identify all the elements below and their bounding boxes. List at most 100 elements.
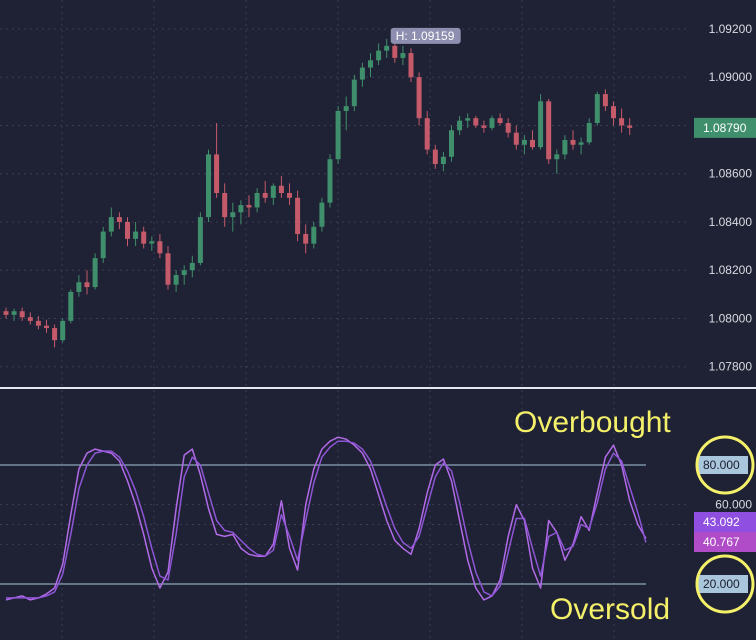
candle-body (116, 217, 122, 222)
price-tick-label: 1.08000 (709, 311, 753, 325)
candle-body (68, 291, 74, 321)
candle-body (197, 217, 203, 263)
candle-body (530, 139, 535, 148)
candle-body (335, 110, 341, 160)
candle-body (181, 270, 187, 276)
candle-body (44, 325, 49, 329)
overbought-highlight-circle (695, 435, 755, 495)
candle-body (60, 320, 66, 341)
candle-body (465, 118, 471, 121)
candle-body (141, 231, 147, 244)
candle-body (262, 193, 268, 198)
candle-body (594, 94, 600, 124)
candle-body (505, 123, 511, 133)
candlestick-series (3, 38, 633, 348)
candle-body (521, 139, 527, 145)
candle-body (238, 205, 244, 213)
candle-body (35, 320, 41, 326)
overbought-level-badge-bg (698, 456, 748, 474)
candle-body (384, 45, 390, 51)
candle-body (343, 106, 349, 111)
stochastic-d-badge: 40.767 (694, 532, 756, 552)
overbought-annotation: Overbought (514, 406, 671, 439)
candle-body (214, 154, 220, 193)
candle-body (11, 311, 17, 315)
candle-body (230, 212, 236, 218)
candle-body (270, 185, 276, 198)
candle-body (206, 154, 211, 218)
stochastic-d-value: 40.767 (703, 535, 740, 549)
candle-body (27, 317, 33, 321)
candle-body (100, 231, 106, 259)
candle-body (278, 185, 284, 193)
candle-body (327, 159, 333, 203)
high-label: H: 1.09159 (396, 29, 455, 43)
candle-body (627, 125, 633, 128)
candle-body (424, 118, 430, 150)
stochastic-k-value: 43.092 (703, 515, 740, 529)
last-price-badge-bg (694, 117, 756, 138)
stochastic-d-badge-bg (694, 532, 756, 552)
candle-body (92, 258, 98, 288)
candle-body (3, 311, 9, 315)
candle-body (489, 118, 495, 128)
oversold-highlight-circle (695, 554, 755, 614)
candle-body (287, 193, 292, 198)
candle-body (570, 139, 576, 145)
stochastic-d-line (6, 440, 647, 599)
candle-body (473, 118, 479, 126)
oversold-annotation: Oversold (550, 593, 670, 626)
candle-body (619, 118, 625, 126)
candle-body (376, 50, 382, 61)
candle-body (481, 125, 487, 128)
oversold-level-badge-bg (698, 575, 748, 593)
candle-body (319, 202, 325, 227)
stochastic-k-line (5, 436, 647, 601)
candle-body (52, 328, 58, 341)
price-tick-label: 1.08200 (709, 263, 753, 277)
candle-body (400, 53, 406, 58)
overbought-level-badge: 80.000 (695, 435, 755, 495)
candle-body (149, 241, 155, 244)
candle-body (392, 45, 398, 58)
candle-body (173, 275, 179, 285)
candle-body (546, 101, 552, 160)
high-marker: H: 1.09159 (390, 27, 461, 44)
candle-body (578, 142, 584, 145)
candle-body (84, 282, 90, 288)
candle-body (189, 262, 195, 271)
last-price-badge: 1.08790 (694, 117, 756, 138)
oversold-level-label: 20.000 (703, 577, 740, 591)
candle-body (368, 60, 373, 68)
grid (0, 0, 690, 640)
candle-body (157, 241, 163, 254)
stochastic-k-badge: 43.092 (694, 512, 756, 532)
candle-body (513, 132, 519, 145)
candle-body (602, 94, 608, 107)
candle-body (359, 67, 365, 80)
candle-body (351, 79, 357, 107)
candle-body (457, 120, 463, 131)
overbought-level-label: 80.000 (703, 458, 740, 472)
price-tick-label: 1.09200 (709, 22, 753, 36)
price-tick-label: 1.09000 (709, 70, 753, 84)
price-tick-label: 1.08400 (709, 215, 753, 229)
candle-body (311, 226, 317, 244)
candle-body (108, 217, 114, 232)
candle-body (295, 197, 301, 235)
candle-body (497, 118, 503, 124)
last-price-label: 1.08790 (703, 121, 747, 135)
oscillator-axis-label: 60.000 (715, 498, 752, 512)
candle-body (554, 154, 560, 160)
high-label-bg (390, 27, 461, 44)
stochastic-k-badge-bg (694, 512, 756, 532)
candle-body (432, 149, 438, 165)
price-axis: 1.092001.090001.088001.086001.084001.082… (709, 22, 753, 374)
candle-body (440, 156, 446, 165)
candle-body (125, 221, 130, 239)
price-tick-label: 1.08600 (709, 167, 753, 181)
candle-body (611, 106, 616, 119)
candle-body (408, 53, 414, 78)
